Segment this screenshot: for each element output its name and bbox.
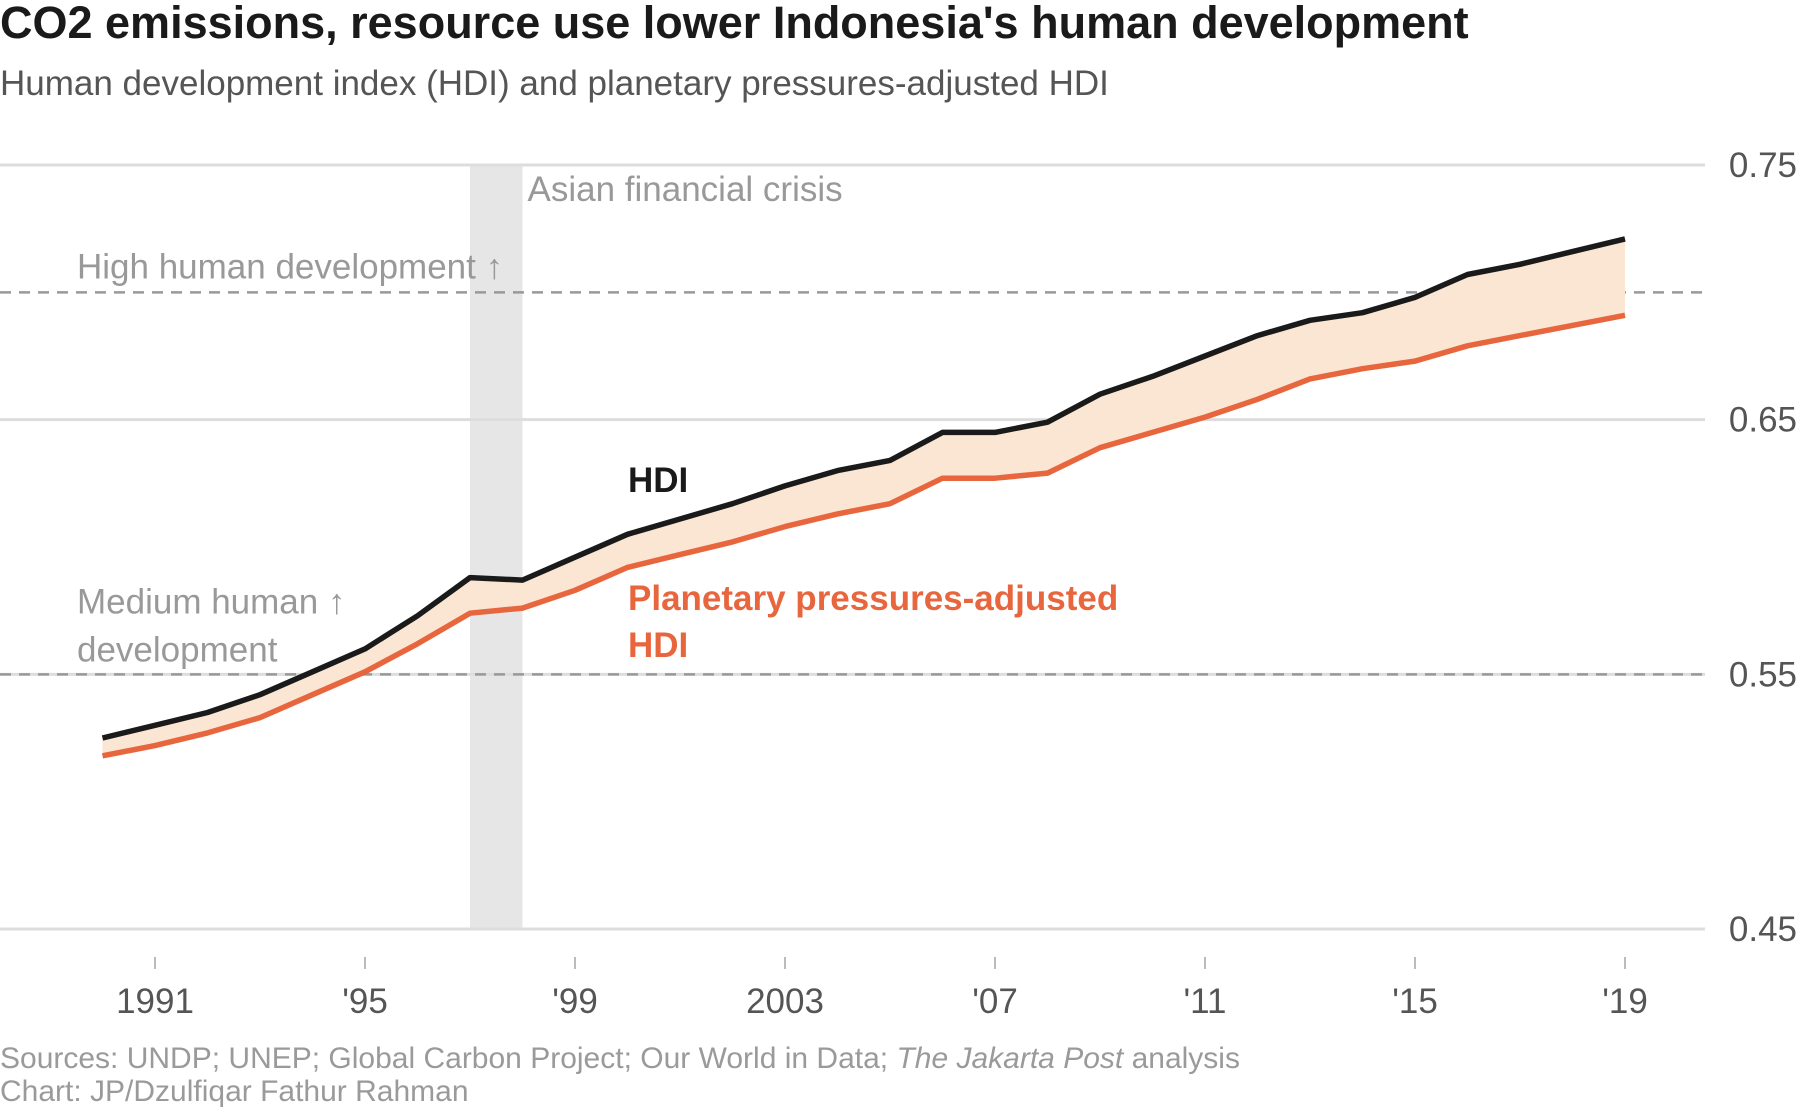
chart-credit: Chart: JP/Dzulfiqar Fathur Rahman xyxy=(0,1075,469,1108)
x-tick-label: '07 xyxy=(972,982,1018,1021)
phdi-series-label-line1: Planetary pressures-adjusted xyxy=(628,579,1118,618)
source-prefix: Sources: UNDP; UNEP; Global Carbon Proje… xyxy=(0,1042,897,1075)
y-tick-label: 0.55 xyxy=(1729,655,1797,694)
chart-title: CO2 emissions, resource use lower Indone… xyxy=(0,0,1469,48)
phdi-series-label-line2: HDI xyxy=(628,626,688,665)
x-tick-label: 2003 xyxy=(746,982,824,1021)
y-tick-label: 0.75 xyxy=(1729,146,1797,185)
hdi-line xyxy=(101,236,1626,741)
x-tick-label: 1991 xyxy=(116,982,194,1021)
medium-development-label-line1: Medium human ↑ xyxy=(77,582,345,621)
medium-development-label-line2: development xyxy=(77,630,278,669)
source-line: Sources: UNDP; UNEP; Global Carbon Proje… xyxy=(0,1042,1240,1075)
chart-subtitle: Human development index (HDI) and planet… xyxy=(0,64,1109,103)
x-tick-label: '99 xyxy=(552,982,598,1021)
high-development-label: High human development ↑ xyxy=(77,247,503,286)
x-tick-label: '19 xyxy=(1602,982,1648,1021)
x-tick-label: '11 xyxy=(1183,982,1226,1021)
source-note: Sources: UNDP; UNEP; Global Carbon Proje… xyxy=(0,1042,1240,1108)
x-tick-label: '95 xyxy=(342,982,388,1021)
y-tick-label: 0.45 xyxy=(1729,910,1797,949)
source-suffix: analysis xyxy=(1123,1042,1240,1075)
hdi-series-label: HDI xyxy=(628,461,688,500)
gap-band xyxy=(102,238,1625,756)
x-tick-label: '15 xyxy=(1392,982,1438,1021)
y-tick-label: 0.65 xyxy=(1729,401,1797,440)
crisis-label: Asian financial crisis xyxy=(528,170,843,209)
source-publication: The Jakarta Post xyxy=(896,1042,1124,1075)
phdi-line xyxy=(101,312,1626,759)
